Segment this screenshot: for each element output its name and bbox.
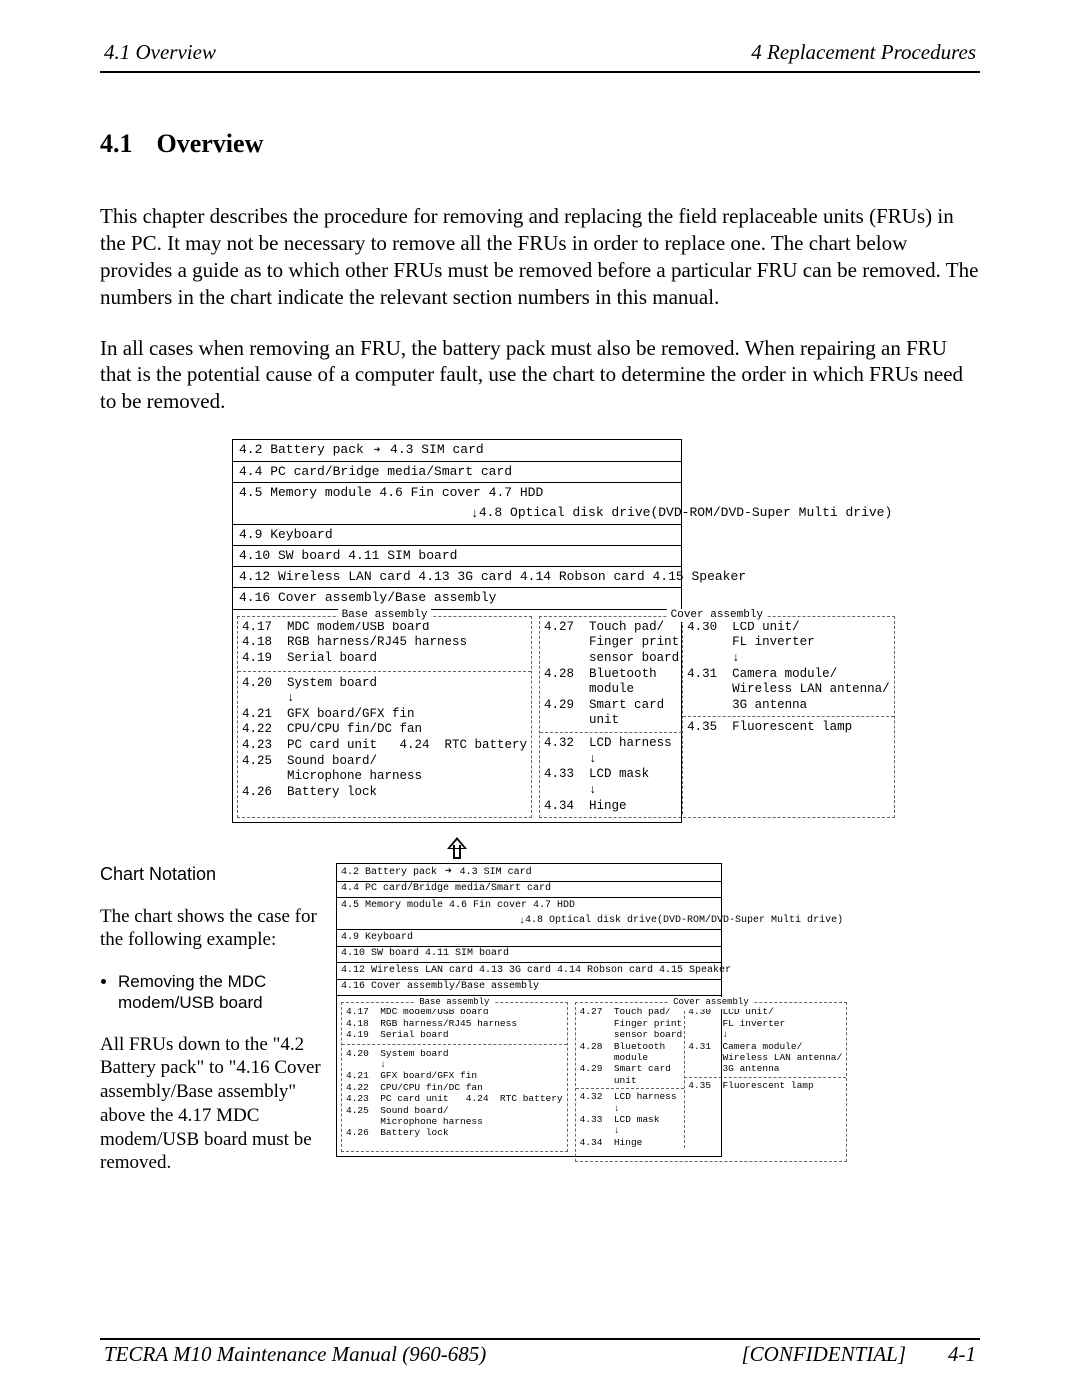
pane-lines: 4.30 LCD unit/ FL inverter ↓ 4.31 Camera… [685, 1006, 842, 1148]
section-title: 4.1 Overview [100, 129, 980, 159]
notation-heading: Chart Notation [100, 863, 324, 886]
arrow-right-icon [372, 442, 383, 457]
chart-row: 4.12 Wireless LAN card 4.13 3G card 4.14… [233, 567, 681, 588]
footer-right: [CONFIDENTIAL] 4-1 [741, 1342, 976, 1367]
pane-title: Cover assembly [669, 997, 753, 1008]
pane-lines: 4.30 LCD unit/ FL inverter ↓ 4.31 Camera… [683, 620, 890, 815]
chart-row: ↓ 4.8 Optical disk drive(DVD-ROM/DVD-Sup… [233, 503, 681, 524]
chart-row: 4.16 Cover assembly/Base assembly [233, 588, 681, 609]
fru-chart-small: 4.2 Battery pack 4.3 SIM card 4.4 PC car… [336, 863, 722, 1157]
paragraph-2: In all cases when removing an FRU, the b… [100, 335, 980, 416]
chart-row: 4.9 Keyboard [233, 525, 681, 546]
arrow-right-icon [443, 867, 454, 878]
cover-assembly-pane: Cover assembly 4.27 Touch pad/ Finger pr… [539, 616, 895, 819]
document-page: 4.1 Overview 4 Replacement Procedures 4.… [0, 0, 1080, 1397]
pane-title: Base assembly [338, 609, 432, 623]
cover-assembly-wrap: Cover assembly 4.27 Touch pad/ Finger pr… [536, 610, 898, 823]
chart-row: 4.5 Memory module 4.6 Fin cover 4.7 HDD [337, 898, 721, 914]
footer-line: TECRA M10 Maintenance Manual (960-685) [… [100, 1340, 980, 1367]
chart-row: 4.5 Memory module 4.6 Fin cover 4.7 HDD [233, 483, 681, 503]
fru-chart-main: 4.2 Battery pack 4.3 SIM card 4.4 PC car… [232, 439, 682, 823]
footer-left: TECRA M10 Maintenance Manual (960-685) [104, 1342, 486, 1367]
notation-bullet: Removing the MDC modem/USB board [118, 971, 324, 1014]
chart-row: 4.9 Keyboard [337, 930, 721, 947]
base-assembly-pane: Base assembly 4.17 MDC modem/USB board 4… [237, 616, 532, 819]
arrow-up-icon [447, 837, 467, 861]
pane-lines: 4.27 Touch pad/ Finger print sensor boar… [544, 620, 683, 815]
chart-row: ↓ 4.8 Optical disk drive(DVD-ROM/DVD-Sup… [337, 914, 721, 931]
page-footer: TECRA M10 Maintenance Manual (960-685) [… [100, 1334, 980, 1367]
chart-row: 4.12 Wireless LAN card 4.13 3G card 4.14… [337, 963, 721, 980]
chart-row: 4.4 PC card/Bridge media/Smart card [233, 462, 681, 483]
chart-lower-panes: Base assembly 4.17 MDC modem/USB board 4… [233, 610, 681, 823]
cover-assembly-pane: Cover assembly 4.27 Touch pad/ Finger pr… [575, 1002, 848, 1162]
notation-text: Chart Notation The chart shows the case … [100, 863, 336, 1194]
cover-assembly-wrap: Cover assembly 4.27 Touch pad/ Finger pr… [572, 996, 851, 1156]
pane-lines: 4.17 MDC modem/USB board 4.18 RGB harnes… [242, 620, 527, 801]
chart-row: 4.4 PC card/Bridge media/Smart card [337, 882, 721, 899]
pane-title: Base assembly [415, 997, 493, 1008]
arrow-down-icon: ↓ [471, 506, 479, 522]
pane-title: Cover assembly [667, 609, 767, 623]
notation-block: Chart Notation The chart shows the case … [100, 863, 980, 1194]
header-left: 4.1 Overview [104, 40, 216, 65]
pane-lines: 4.17 MDC modem/USB board 4.18 RGB harnes… [346, 1006, 563, 1138]
paragraph-1: This chapter describes the procedure for… [100, 203, 980, 311]
section-name: Overview [157, 129, 264, 158]
chart-row: 4.10 SW board 4.11 SIM board [233, 546, 681, 567]
chart-row: 4.2 Battery pack 4.3 SIM card [233, 440, 681, 462]
chart-row: 4.2 Battery pack 4.3 SIM card [337, 864, 721, 882]
arrow-down-icon: ↓ [519, 916, 525, 929]
header-right: 4 Replacement Procedures [751, 40, 976, 65]
header-rule [100, 71, 980, 73]
chart-row: 4.16 Cover assembly/Base assembly [337, 980, 721, 997]
page-header: 4.1 Overview 4 Replacement Procedures [100, 40, 980, 71]
notation-p2: All FRUs down to the "4.2 Battery pack" … [100, 1033, 324, 1176]
pane-lines: 4.27 Touch pad/ Finger print sensor boar… [580, 1006, 686, 1148]
chart-row: 4.10 SW board 4.11 SIM board [337, 947, 721, 964]
base-assembly-pane: Base assembly 4.17 MDC modem/USB board 4… [341, 1002, 568, 1152]
section-number: 4.1 [100, 129, 133, 159]
up-arrow [232, 837, 682, 865]
notation-p1: The chart shows the case for the followi… [100, 905, 324, 953]
chart-lower-panes: Base assembly 4.17 MDC modem/USB board 4… [337, 996, 721, 1156]
